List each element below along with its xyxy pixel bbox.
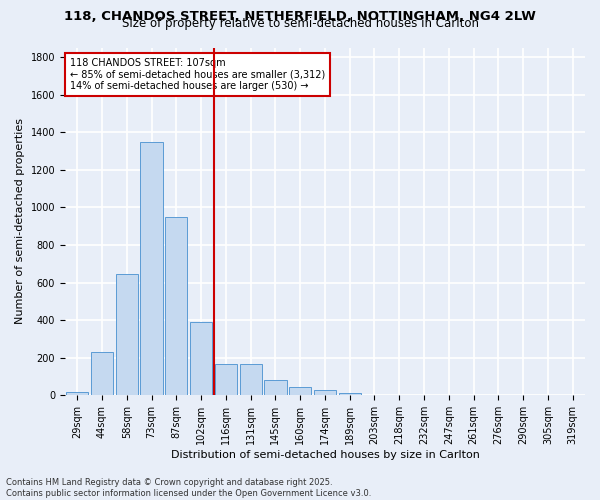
Bar: [66, 392, 88, 396]
Text: 118 CHANDOS STREET: 107sqm
← 85% of semi-detached houses are smaller (3,312)
14%: 118 CHANDOS STREET: 107sqm ← 85% of semi…: [70, 58, 325, 91]
Bar: [264, 380, 287, 396]
Bar: [190, 322, 212, 396]
Bar: [338, 394, 361, 396]
Text: Size of property relative to semi-detached houses in Carlton: Size of property relative to semi-detach…: [121, 18, 479, 30]
Text: 118, CHANDOS STREET, NETHERFIELD, NOTTINGHAM, NG4 2LW: 118, CHANDOS STREET, NETHERFIELD, NOTTIN…: [64, 10, 536, 23]
Bar: [116, 274, 138, 396]
Bar: [165, 216, 187, 396]
Bar: [140, 142, 163, 396]
Bar: [314, 390, 336, 396]
Text: Contains HM Land Registry data © Crown copyright and database right 2025.
Contai: Contains HM Land Registry data © Crown c…: [6, 478, 371, 498]
Bar: [289, 388, 311, 396]
Bar: [215, 364, 237, 396]
Bar: [364, 395, 386, 396]
Bar: [91, 352, 113, 396]
Bar: [239, 364, 262, 396]
Y-axis label: Number of semi-detached properties: Number of semi-detached properties: [15, 118, 25, 324]
X-axis label: Distribution of semi-detached houses by size in Carlton: Distribution of semi-detached houses by …: [170, 450, 479, 460]
